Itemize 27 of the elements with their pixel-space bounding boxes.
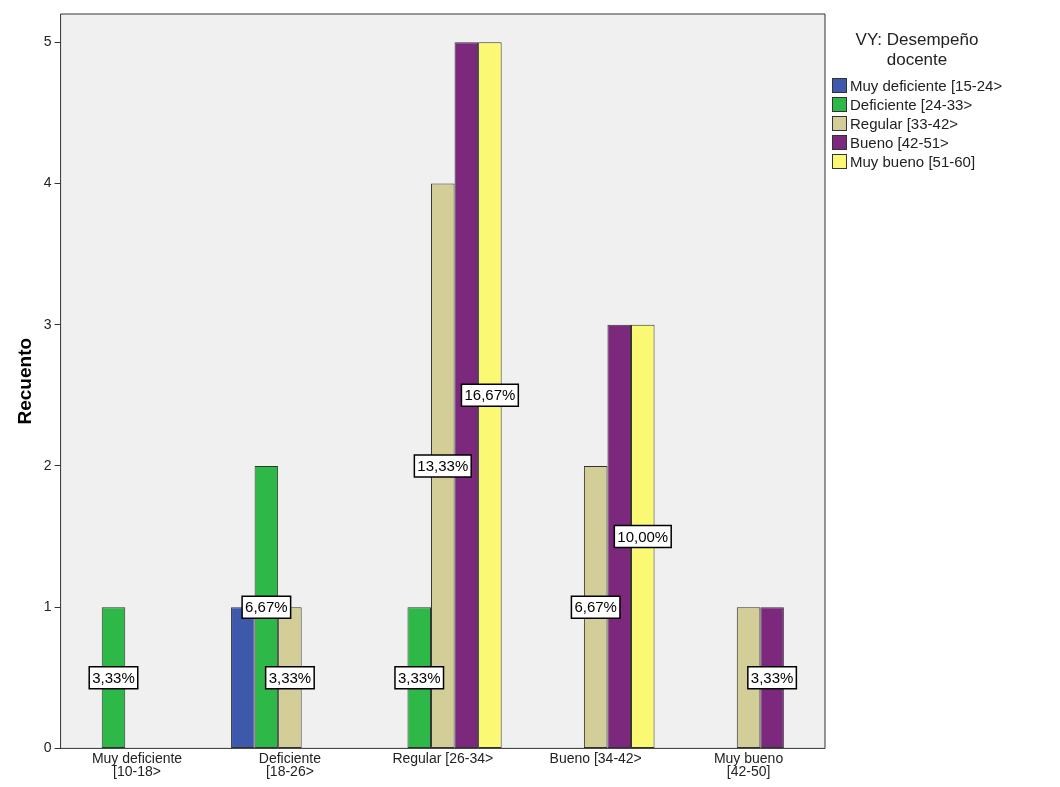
legend-label: Regular [33-42>	[850, 115, 958, 132]
legend-label: Muy bueno [51-60]	[850, 153, 976, 170]
y-tick-label: 3	[43, 315, 52, 332]
annotation: 6,67%	[574, 598, 617, 616]
y-tick-label: 0	[43, 739, 52, 756]
x-tick-label: Deficiente [18-26>	[258, 749, 322, 780]
y-tick-label: 5	[43, 33, 52, 50]
legend-label: Deficiente [24-33>	[850, 96, 973, 113]
annotation: 3,33%	[750, 668, 794, 686]
annotation: 3,33%	[397, 668, 441, 686]
x-tick-label: Muy deficiente [10-18>	[91, 749, 183, 780]
y-tick-label: 4	[43, 174, 52, 191]
annotation: 3,33%	[92, 668, 135, 686]
x-tick-label: Regular [26-34>	[392, 749, 494, 766]
legend-label: Bueno [42-51>	[850, 134, 949, 151]
annotation: 6,67%	[245, 598, 288, 616]
annotation: 13,33%	[417, 457, 469, 475]
annotation: 3,33%	[268, 668, 312, 686]
legend-label: Muy deficiente [15-24>	[850, 77, 1003, 94]
annotation: 10,00%	[617, 527, 669, 545]
y-axis-title: Recuento	[13, 337, 35, 425]
annotation: 16,67%	[464, 386, 516, 404]
legend-title: VY: Desempeño docente	[854, 30, 980, 70]
x-tick-label: Bueno [34-42>	[549, 749, 642, 766]
y-tick-label: 2	[43, 456, 52, 473]
x-tick-label: Muy bueno [42-50]	[713, 749, 784, 780]
y-tick-label: 1	[43, 598, 52, 615]
